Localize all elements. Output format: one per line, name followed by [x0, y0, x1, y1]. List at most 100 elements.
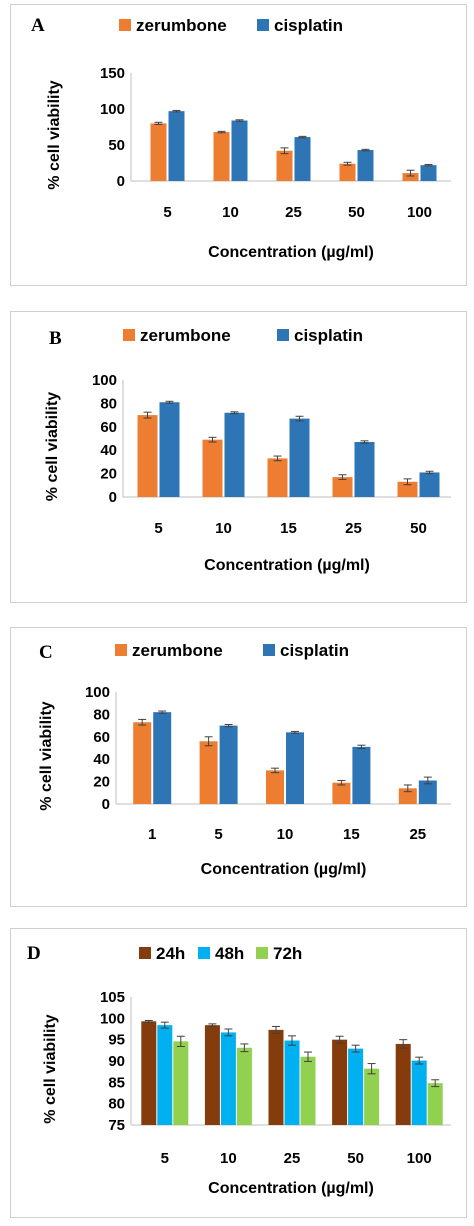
legend-label: cisplatin	[274, 16, 343, 35]
legend-label: cisplatin	[280, 641, 349, 660]
y-axis-title: % cell viability	[44, 392, 61, 501]
y-tick-label: 40	[93, 751, 110, 768]
y-tick-label: 90	[108, 1053, 125, 1070]
x-tick-label: 100	[407, 1150, 432, 1167]
x-tick-label: 50	[410, 520, 427, 537]
bar	[289, 418, 310, 497]
bar	[339, 163, 356, 181]
legend-label: 48h	[215, 944, 244, 963]
legend-swatch	[139, 947, 151, 959]
bar	[397, 481, 418, 497]
panel-label: A	[31, 15, 45, 36]
bar	[168, 111, 185, 181]
legend-swatch	[257, 19, 269, 31]
bar	[354, 442, 375, 497]
legend-label: zerumbone	[132, 641, 223, 660]
x-tick-label: 50	[347, 1150, 364, 1167]
y-tick-label: 100	[100, 101, 125, 118]
y-tick-label: 100	[92, 372, 117, 389]
x-tick-label: 25	[409, 826, 426, 843]
legend-label: zerumbone	[140, 326, 231, 345]
x-tick-label: 100	[407, 204, 432, 221]
y-axis-title: % cell viability	[42, 1014, 59, 1123]
y-tick-label: 80	[93, 706, 110, 723]
y-tick-label: 75	[108, 1117, 125, 1134]
bar	[402, 173, 419, 181]
legend-label: 72h	[273, 944, 302, 963]
bar	[418, 780, 437, 804]
y-tick-label: 0	[109, 489, 117, 506]
bar	[202, 439, 223, 497]
y-tick-label: 60	[100, 419, 117, 436]
x-tick-label: 10	[220, 1150, 237, 1167]
bar	[204, 1025, 220, 1125]
y-tick-label: 60	[93, 729, 110, 746]
bar	[284, 1040, 300, 1125]
bar	[300, 1056, 316, 1125]
bar	[173, 1041, 189, 1125]
x-tick-label: 10	[222, 204, 239, 221]
bar	[150, 123, 167, 181]
bar	[348, 1048, 364, 1125]
bar	[159, 402, 180, 497]
panel-label: C	[39, 642, 53, 663]
panel-d: D 24h 48h 72h 75 80 85 90 95 100 105 5 10 25 50 100 Conc…	[10, 928, 467, 1218]
bar	[133, 722, 152, 804]
bar	[266, 770, 284, 804]
bar	[352, 746, 371, 804]
bar	[276, 150, 293, 181]
x-tick-label: 15	[343, 826, 360, 843]
bar	[419, 472, 440, 497]
y-axis-title: % cell viability	[46, 80, 63, 189]
y-tick-label: 95	[108, 1032, 125, 1049]
y-tick-label: 0	[117, 173, 125, 190]
bar	[420, 165, 437, 181]
y-tick-label: 20	[100, 466, 117, 483]
bar	[294, 137, 311, 181]
bar	[268, 1029, 284, 1125]
y-tick-label: 40	[100, 442, 117, 459]
y-tick-label: 80	[100, 395, 117, 412]
bar	[213, 132, 230, 181]
legend-label: cisplatin	[294, 326, 363, 345]
bar	[357, 150, 374, 181]
bar	[153, 712, 172, 804]
x-axis-title: Concentration (µg/ml)	[208, 244, 374, 261]
bar	[231, 120, 248, 181]
legend-swatch	[256, 947, 268, 959]
x-tick-label: 5	[163, 204, 171, 221]
legend-swatch	[119, 19, 131, 31]
x-axis-title: Concentration (µg/ml)	[208, 1180, 374, 1197]
y-tick-label: 80	[108, 1096, 125, 1113]
legend-swatch	[277, 329, 289, 341]
y-tick-label: 0	[102, 796, 110, 813]
x-tick-label: 25	[285, 204, 302, 221]
y-tick-label: 20	[93, 774, 110, 791]
bar	[395, 1043, 411, 1125]
bar	[137, 415, 158, 497]
x-tick-label: 15	[280, 520, 297, 537]
bar	[220, 1032, 236, 1125]
x-tick-label: 5	[214, 826, 222, 843]
panel-label: B	[49, 328, 62, 349]
x-axis-title: Concentration (µg/ml)	[204, 557, 370, 574]
x-tick-label: 1	[148, 826, 156, 843]
panel-label: D	[27, 943, 41, 964]
bar	[141, 1021, 157, 1125]
x-axis-title: Concentration (µg/ml)	[201, 861, 367, 878]
x-tick-label: 25	[284, 1150, 301, 1167]
x-tick-label: 50	[348, 204, 365, 221]
legend-swatch	[123, 329, 135, 341]
bar	[236, 1047, 252, 1125]
bar	[286, 732, 304, 804]
y-tick-label: 50	[108, 137, 125, 154]
bar	[332, 1039, 348, 1125]
y-tick-label: 85	[108, 1074, 125, 1091]
y-tick-label: 100	[100, 1010, 125, 1027]
bar	[427, 1083, 443, 1125]
x-tick-label: 5	[154, 520, 162, 537]
x-tick-label: 10	[215, 520, 232, 537]
